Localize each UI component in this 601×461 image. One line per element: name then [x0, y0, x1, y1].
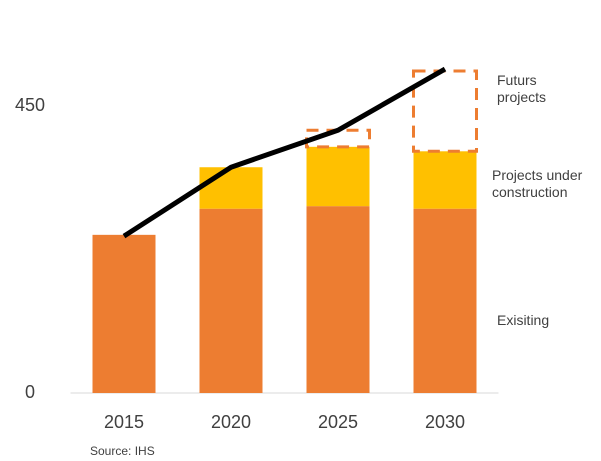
bar	[413, 151, 477, 209]
y-tick-label: 0	[25, 382, 35, 402]
series-label: Projects under construction	[492, 167, 583, 200]
x-tick-label: 2015	[104, 412, 144, 432]
bar	[306, 146, 370, 207]
bar	[92, 234, 156, 393]
series-label: Futurs projects	[497, 72, 547, 105]
x-tick-label: 2020	[211, 412, 251, 432]
x-tick-label: 2025	[318, 412, 358, 432]
x-tick-label: 2030	[425, 412, 465, 432]
total-line	[122, 66, 447, 239]
y-tick-label: 450	[15, 95, 45, 115]
bar	[306, 206, 370, 393]
source: Source: IHS	[90, 444, 155, 458]
bar	[199, 167, 263, 209]
bar	[413, 208, 477, 393]
bar	[199, 208, 263, 393]
series-label: Exisiting	[497, 312, 550, 328]
